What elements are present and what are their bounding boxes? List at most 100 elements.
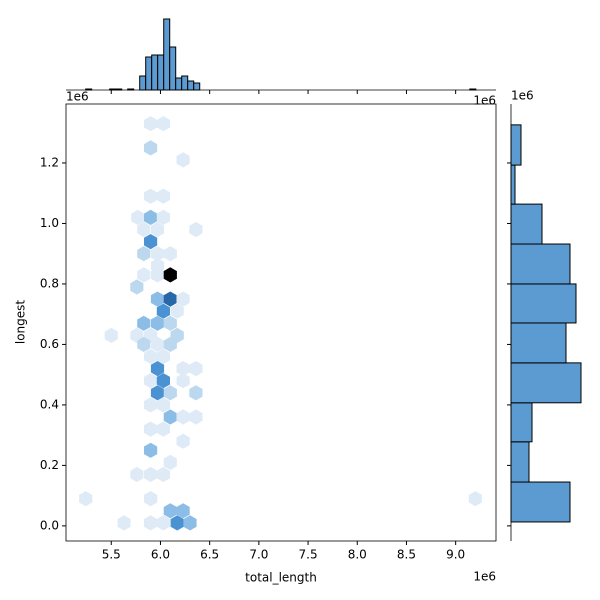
histogram-bar — [151, 54, 159, 91]
y-tick-label: 1.0 — [40, 216, 59, 230]
hexbin-cell — [144, 116, 158, 132]
x-tick-label: 8.0 — [348, 548, 367, 562]
histogram-bar — [510, 362, 582, 404]
hexbin-cell — [156, 209, 170, 225]
histogram-bar — [510, 283, 577, 324]
hexbin-cell — [144, 234, 158, 250]
hexbin-cell — [176, 433, 190, 449]
histogram-bar — [193, 82, 201, 91]
hexbin-cell — [163, 336, 177, 352]
hexbin-cell — [150, 385, 165, 401]
hexbin-cell — [144, 397, 158, 413]
histogram-bar — [510, 164, 516, 205]
hexbin-cell — [144, 466, 158, 483]
hexbin-cell — [189, 409, 203, 425]
x-tick-label: 5.5 — [102, 548, 121, 562]
hexbin-cell — [150, 246, 165, 262]
hexbin-cell — [156, 515, 170, 531]
hexbin-cell — [131, 209, 145, 225]
hexbin-cell — [144, 442, 158, 458]
hexbin-cell — [137, 315, 151, 331]
hexbin-cell — [189, 361, 203, 377]
hexbin-cell — [163, 291, 177, 307]
hexbin-cell — [163, 454, 177, 470]
hexbin-cell — [189, 221, 203, 238]
y-tick-label: 0.2 — [40, 458, 59, 472]
histogram-bar — [145, 56, 153, 91]
hexbin-cell — [176, 409, 190, 425]
histogram-bar — [510, 441, 530, 483]
hexbin-cell — [170, 303, 184, 319]
hexbin-cell — [150, 336, 165, 352]
hexbin-cell — [144, 373, 158, 389]
x-tick-label: 8.5 — [397, 548, 416, 562]
x-tick-label: 6.5 — [200, 548, 219, 562]
hexbin-cell — [104, 327, 118, 343]
y-tick-label: 0.4 — [40, 397, 59, 411]
histogram-bar — [181, 75, 189, 91]
hexbin-cell — [137, 221, 151, 238]
y-offset-label: 1e6 — [66, 90, 89, 104]
hexbin-cell — [176, 361, 190, 377]
hexbin-cell — [144, 209, 158, 225]
y-tick-label: 1.2 — [40, 155, 59, 169]
hexbin-cell — [163, 503, 177, 519]
hexbin-cell — [130, 279, 144, 295]
hexbin-cell — [163, 267, 177, 283]
top-x-offset-label: 1e6 — [473, 94, 496, 108]
hexbin-cell — [79, 491, 93, 507]
x-tick-label: 6.0 — [151, 548, 170, 562]
histogram-bar — [510, 322, 567, 364]
hexbin-cell — [156, 397, 170, 413]
hexbin-cell — [144, 140, 158, 156]
hexbin-cell — [176, 152, 190, 168]
histogram-bar — [510, 203, 543, 245]
hexbin-cell — [163, 409, 177, 425]
histogram-bar — [510, 124, 522, 166]
hexbin-cell — [150, 291, 165, 307]
hexbin-cell — [150, 221, 165, 238]
hexbin-cell — [130, 466, 144, 483]
hexbin-cell — [163, 246, 177, 262]
hexbin-cell — [144, 491, 158, 507]
histogram-bar — [187, 80, 195, 91]
hexbin-cell — [156, 348, 170, 365]
hexbin-cell — [117, 515, 131, 531]
histogram-bar — [169, 46, 177, 91]
hexbin-cell — [170, 515, 184, 531]
histogram-bar — [175, 77, 183, 91]
hexbin-cell — [137, 267, 151, 283]
x-tick-label: 7.0 — [249, 548, 268, 562]
hexbin-cell — [156, 188, 170, 204]
hexbin-cell — [163, 315, 177, 331]
x-tick-label: 7.5 — [299, 548, 318, 562]
hexbin-cell — [137, 246, 151, 262]
hexbin-cell — [144, 348, 158, 365]
histogram-bar — [510, 481, 571, 523]
hexbin-cell — [183, 515, 197, 531]
hexbin-cell — [156, 303, 170, 319]
x-offset-label: 1e6 — [473, 570, 496, 584]
hexbin-cell — [156, 116, 170, 132]
x-tick-label: 9.0 — [446, 548, 465, 562]
x-axis-label: total_length — [245, 571, 317, 585]
hexbin-cell — [144, 188, 158, 204]
hexbin-cell — [150, 361, 165, 377]
hexbin-cell — [137, 336, 151, 352]
histogram-bar — [163, 18, 171, 91]
histogram-bar — [510, 243, 571, 285]
hexbin-cell — [156, 466, 170, 483]
hexbin-cell — [176, 373, 190, 389]
hexbin-cell — [144, 515, 158, 531]
histogram-bar — [157, 54, 165, 91]
hexbin-cell — [468, 491, 482, 507]
hexbin-cell — [150, 315, 165, 331]
hexbin-cell — [150, 267, 165, 283]
hexbin-cell — [176, 291, 190, 307]
y-tick-label: 0.8 — [40, 276, 59, 290]
right-y-offset-label: 1e6 — [511, 89, 534, 103]
hexbin-cell — [144, 421, 158, 437]
histogram-bar — [139, 75, 147, 91]
y-axis-label: longest — [14, 300, 28, 345]
